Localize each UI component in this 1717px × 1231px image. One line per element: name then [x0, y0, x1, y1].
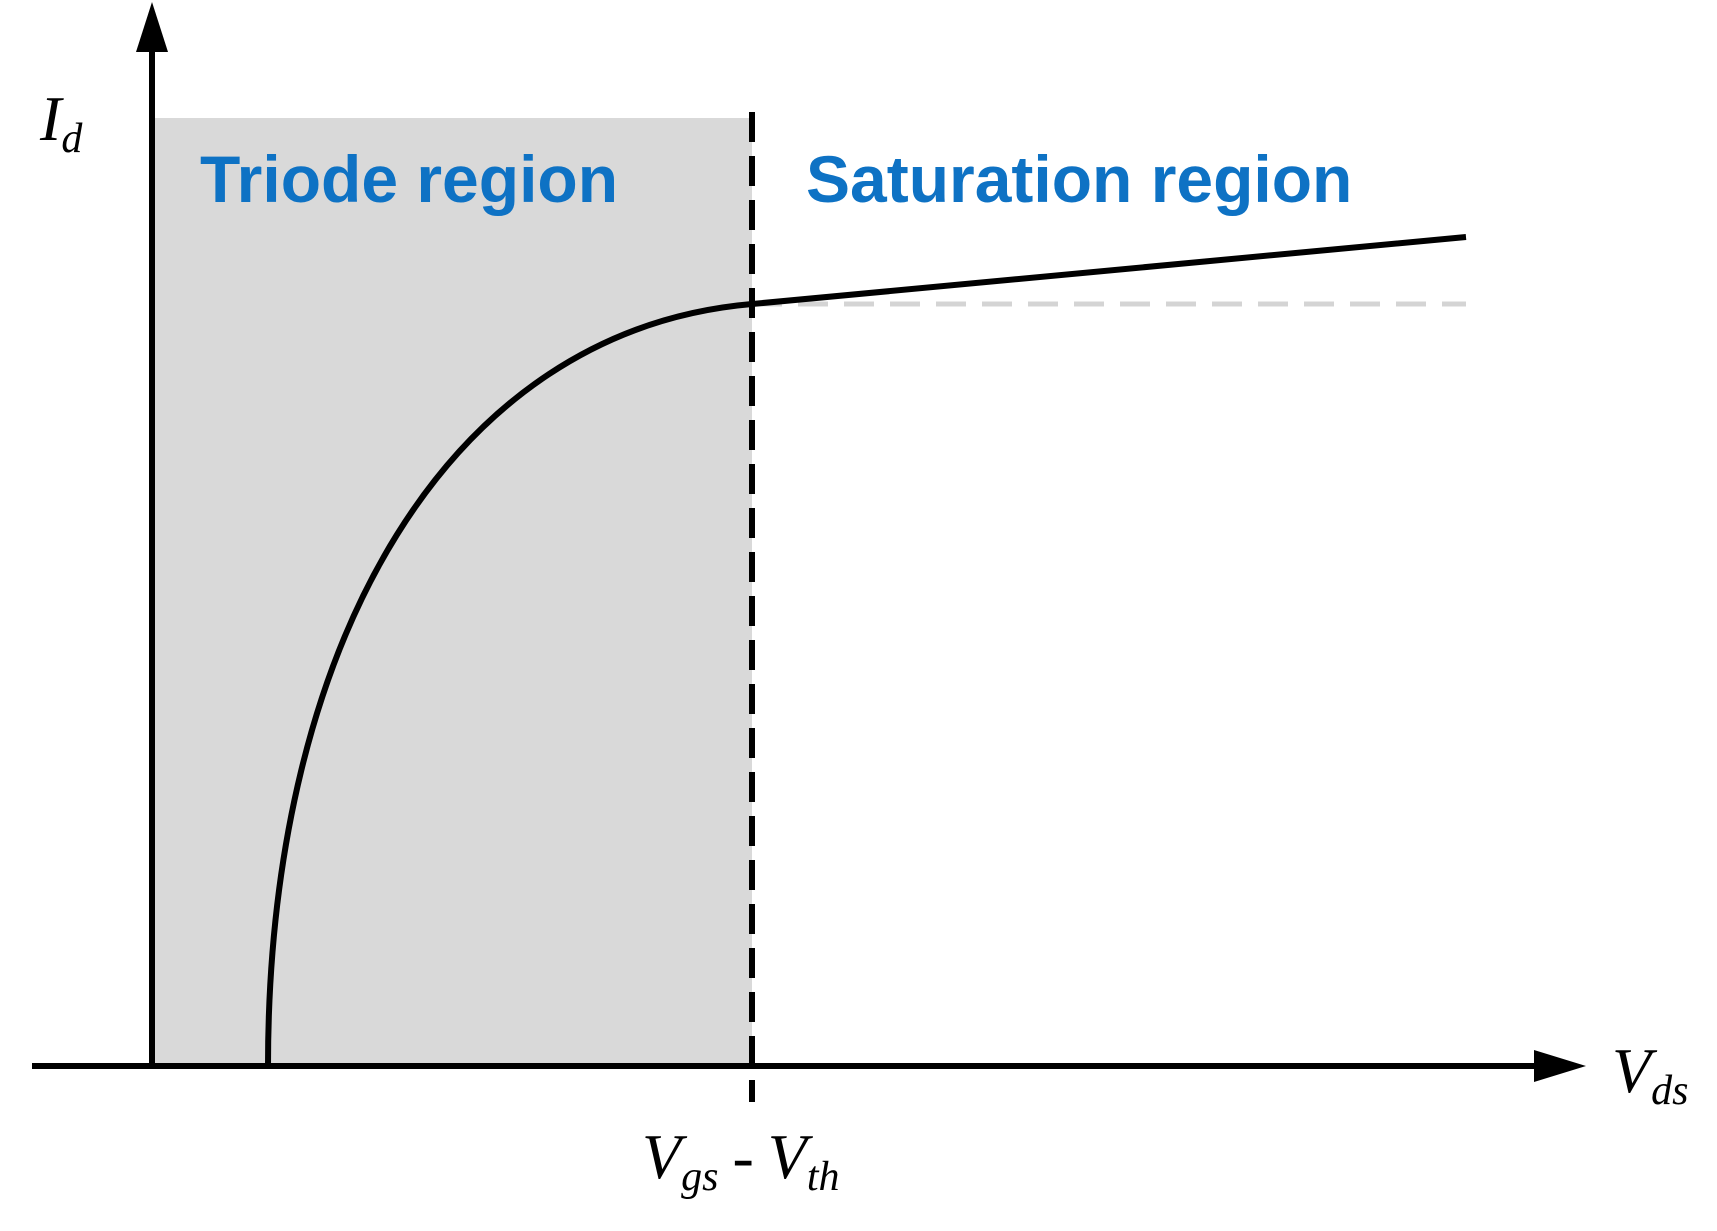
y-axis-arrowhead	[136, 2, 168, 52]
boundary-label-term2-sub: th	[807, 1154, 840, 1200]
boundary-label-minus: -	[732, 1121, 753, 1192]
boundary-label-term1-sub: gs	[681, 1154, 718, 1200]
saturation-region-label: Saturation region	[806, 142, 1352, 216]
boundary-label-term2-main: V	[768, 1121, 814, 1192]
triode-region-shading	[152, 118, 752, 1066]
y-axis-label: Id	[39, 83, 83, 162]
y-axis-label-sub: d	[61, 116, 83, 162]
x-axis-label-main: V	[1612, 1035, 1658, 1106]
triode-region-label: Triode region	[200, 142, 618, 216]
x-axis-arrowhead	[1534, 1050, 1586, 1082]
y-axis-label-main: I	[39, 83, 64, 154]
boundary-label: Vgs - Vth	[642, 1121, 840, 1200]
boundary-label-term1-main: V	[642, 1121, 688, 1192]
x-axis-label-sub: ds	[1651, 1068, 1688, 1114]
x-axis-label: Vds	[1612, 1035, 1688, 1114]
drain-current-curve	[265, 234, 1467, 1067]
